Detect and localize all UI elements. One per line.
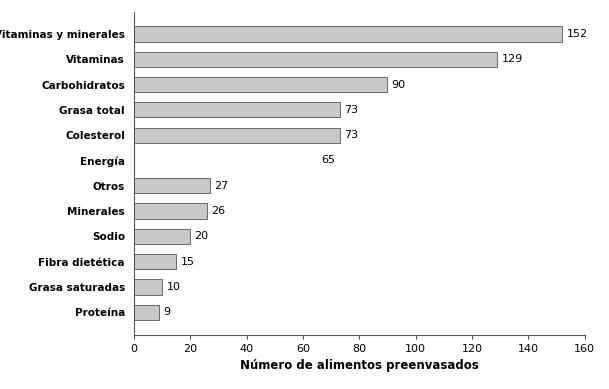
Bar: [134, 77, 387, 92]
Text: 65: 65: [322, 156, 336, 165]
Bar: [134, 128, 340, 143]
Bar: [134, 305, 160, 320]
Bar: [134, 229, 190, 244]
Text: 90: 90: [392, 79, 406, 89]
Text: 26: 26: [211, 206, 225, 216]
Text: 73: 73: [344, 130, 358, 140]
Bar: [134, 52, 498, 67]
X-axis label: Número de alimentos preenvasados: Número de alimentos preenvasados: [240, 359, 479, 372]
Bar: [134, 279, 162, 294]
Bar: [134, 26, 562, 42]
Text: 152: 152: [566, 29, 588, 39]
Text: 10: 10: [166, 282, 180, 292]
Text: 15: 15: [180, 257, 194, 267]
Bar: [134, 254, 176, 269]
Bar: [134, 203, 207, 219]
Text: 20: 20: [194, 231, 209, 241]
Bar: [134, 178, 210, 193]
Text: 73: 73: [344, 105, 358, 115]
Text: 129: 129: [502, 54, 523, 64]
Text: 27: 27: [214, 181, 228, 191]
Bar: [134, 102, 340, 117]
Text: 9: 9: [164, 307, 171, 317]
